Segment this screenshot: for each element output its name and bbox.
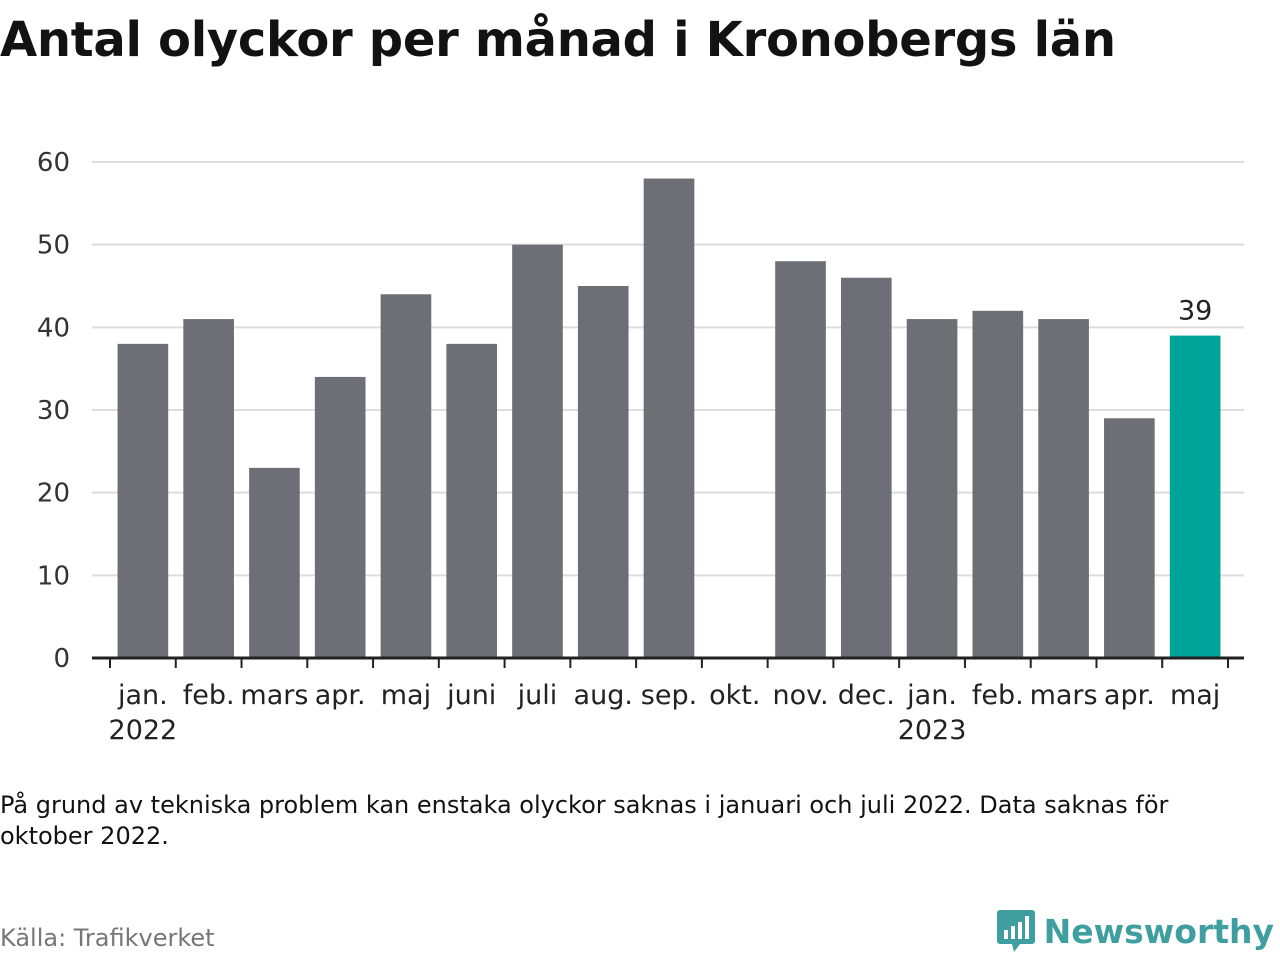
x-tick-label: feb.	[972, 680, 1024, 711]
x-tick-label: sep.	[641, 680, 697, 711]
y-tick-label: 20	[37, 479, 70, 509]
y-tick-label: 30	[37, 396, 70, 426]
footnote: På grund av tekniska problem kan enstaka…	[0, 791, 1169, 850]
x-axis	[92, 656, 1244, 668]
bar	[249, 467, 300, 658]
bar	[117, 343, 169, 658]
bar	[1104, 418, 1155, 658]
brand-name: Newsworthy	[1043, 911, 1274, 951]
x-tick-label: maj	[381, 680, 431, 711]
y-tick-label: 40	[37, 313, 70, 343]
source-text: Källa: Trafikverket	[0, 924, 215, 952]
x-tick-label: jan.	[117, 680, 168, 711]
x-tick-label: mars	[240, 680, 308, 711]
value-labels: 39	[1178, 296, 1212, 327]
x-tick-label: feb.	[183, 680, 235, 711]
x-tick-label: aug.	[574, 680, 633, 711]
bar	[577, 286, 629, 658]
x-tick-label: mars	[1030, 680, 1098, 711]
chart-title: Antal olyckor per månad i Kronobergs län	[0, 12, 1116, 68]
bar	[1038, 319, 1089, 658]
x-tick-label: juni	[446, 680, 496, 711]
bar	[314, 376, 366, 658]
x-tick-label: nov.	[772, 680, 828, 711]
x-tick-label: juli	[517, 680, 558, 711]
y-tick-label: 50	[37, 231, 70, 261]
bar	[643, 178, 695, 658]
x-tick-label: maj	[1170, 680, 1220, 711]
bar	[906, 319, 958, 658]
bar	[840, 277, 892, 658]
newsworthy-logo: Newsworthy	[996, 908, 1274, 954]
bar	[446, 343, 498, 658]
x-tick-label: okt.	[709, 680, 760, 711]
x-tick-label: apr.	[1104, 680, 1155, 711]
bar	[512, 244, 563, 658]
bar-chart-speech-bubble-icon	[996, 910, 1035, 952]
x-tick-label: dec.	[838, 680, 895, 711]
y-tick-label: 0	[53, 644, 70, 674]
y-axis-tick-labels: 0 10 20 30 40 50 60	[37, 148, 70, 674]
bar	[775, 261, 826, 658]
y-tick-label: 10	[37, 561, 70, 591]
x-tick-label: apr.	[315, 680, 366, 711]
bar-value-label: 39	[1178, 296, 1212, 327]
bar	[972, 310, 1024, 658]
bar	[380, 294, 432, 658]
x-tick-label: jan.	[906, 680, 957, 711]
bars	[117, 178, 1221, 658]
y-tick-label: 60	[37, 148, 70, 178]
bar-highlighted	[1169, 335, 1221, 658]
x-axis-tick-labels: jan. feb. mars apr. maj juni juli aug. sep. okt. n…	[109, 680, 1221, 746]
x-year-label: 2023	[898, 715, 967, 746]
bar	[183, 319, 234, 658]
x-year-label: 2022	[109, 715, 178, 746]
